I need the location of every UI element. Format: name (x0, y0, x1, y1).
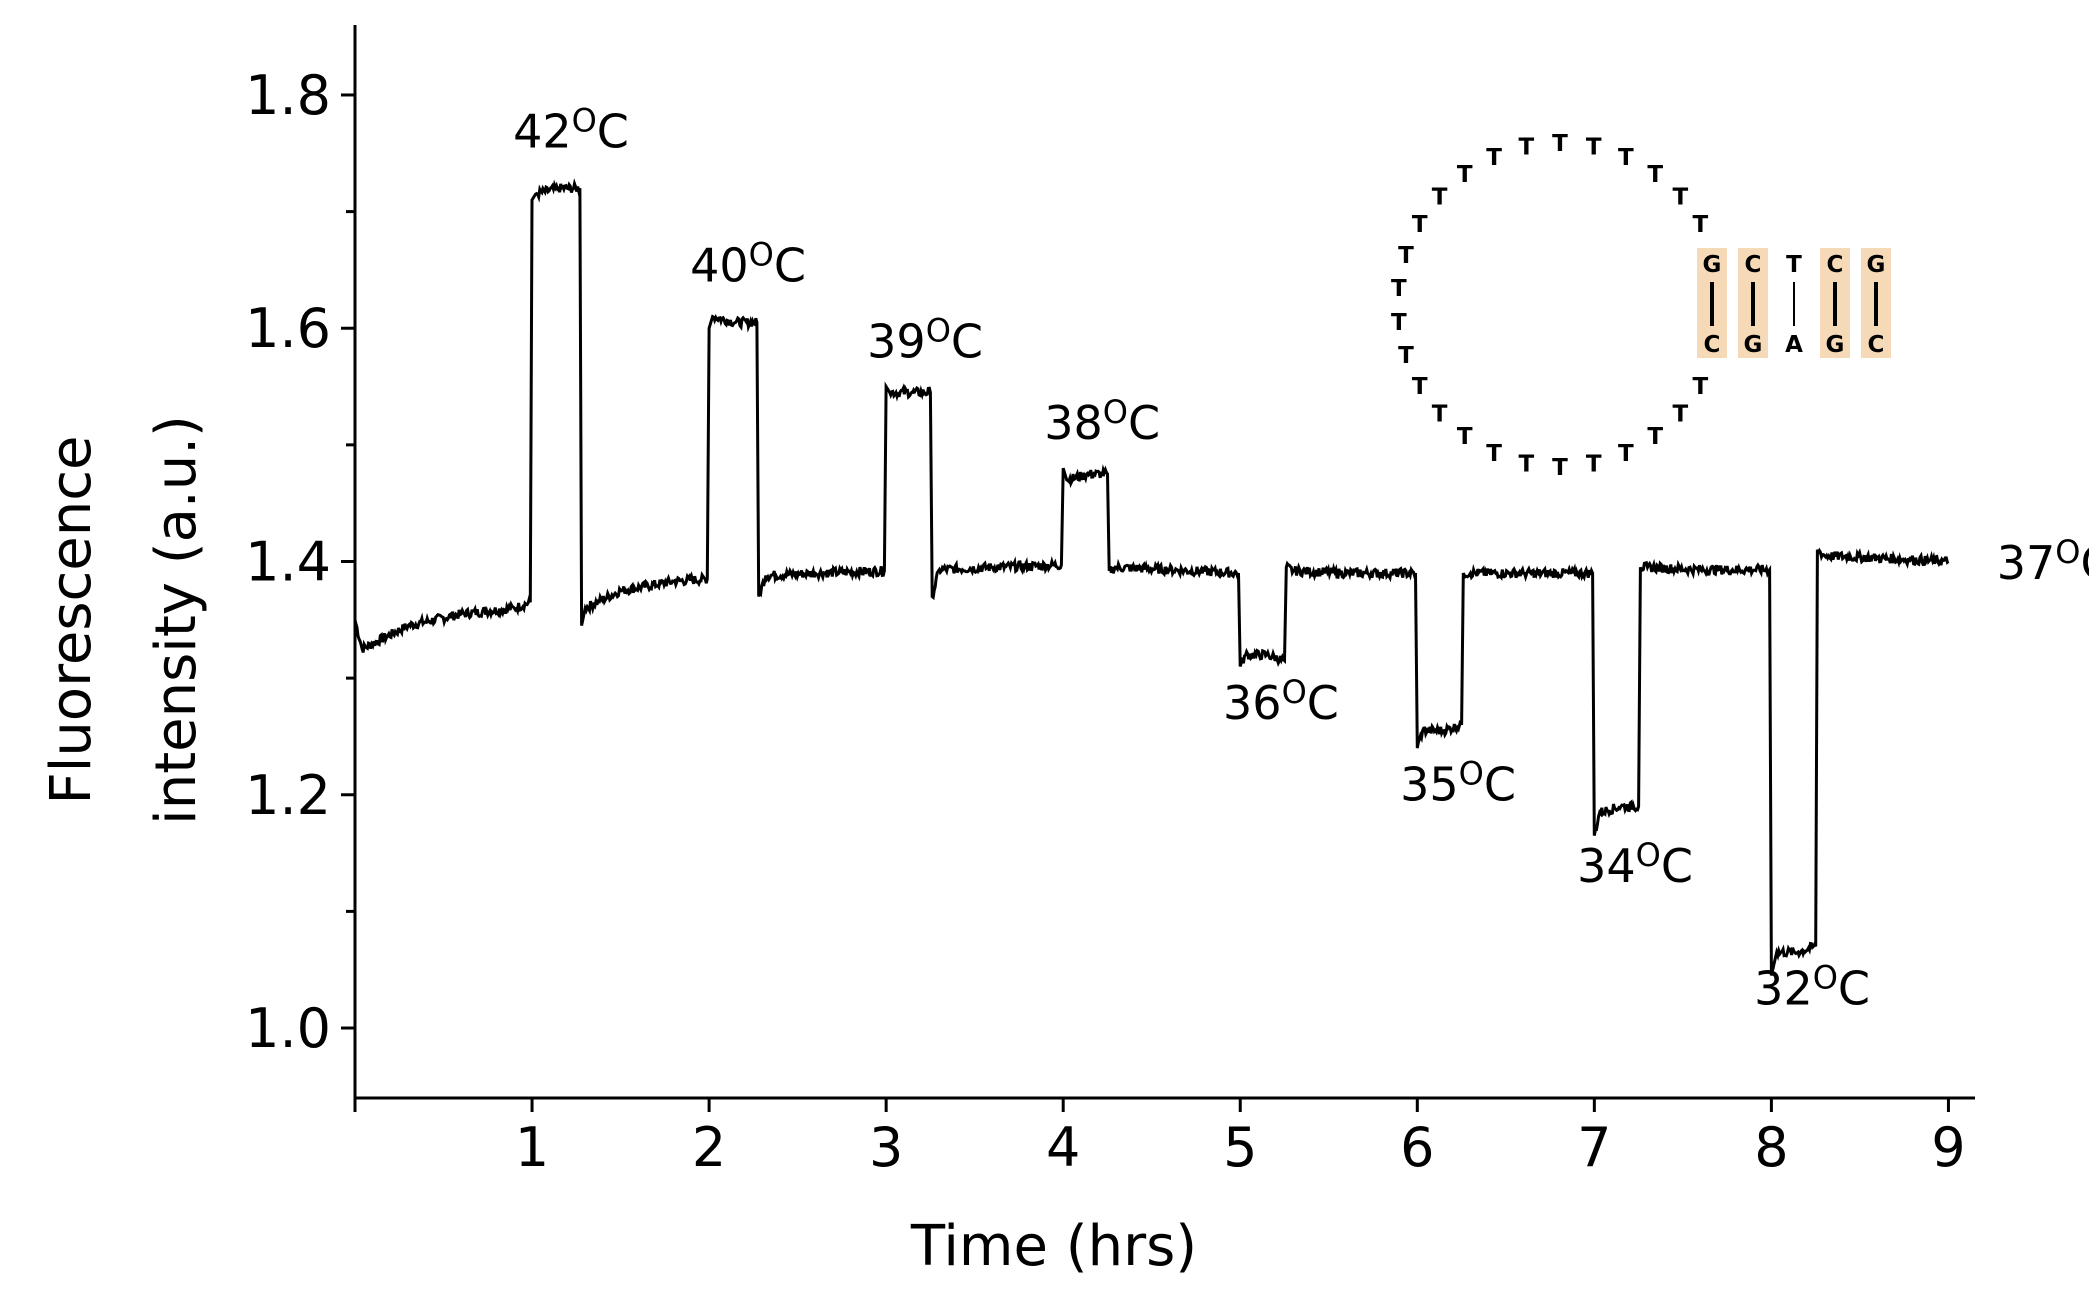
y-axis-title-line1: Fluorescence (39, 436, 104, 805)
loop-base: T (1432, 401, 1448, 427)
y-axis-ticks: 1.0 1.2 1.4 1.6 1.8 (245, 64, 355, 1060)
y-tick-label: 1.4 (245, 531, 331, 594)
stem-base-top: T (1786, 252, 1802, 278)
y-tick-label: 1.6 (245, 297, 331, 360)
x-tick-label: 6 (1400, 1116, 1434, 1179)
x-axis-title: Time (hrs) (910, 1214, 1197, 1279)
loop-base: T (1647, 162, 1663, 188)
loop-base: T (1618, 145, 1634, 171)
y-tick-label: 1.0 (245, 997, 331, 1060)
stem-base-top: C (1745, 252, 1762, 278)
temperature-label: 37OC (1997, 533, 2089, 590)
temperature-label: 42OC (513, 101, 629, 158)
loop-base: T (1518, 135, 1534, 161)
temperature-label: 36OC (1223, 673, 1339, 730)
x-axis-ticks: 1 2 3 4 5 6 7 8 9 (353, 1098, 1966, 1179)
x-tick-label: 3 (869, 1116, 903, 1179)
stem-base-top: C (1827, 252, 1844, 278)
loop-base: T (1673, 185, 1689, 211)
x-tick-label: 7 (1577, 1116, 1611, 1179)
loop-base: T (1486, 441, 1502, 467)
temperature-label: 34OC (1577, 836, 1693, 893)
loop-base: T (1398, 243, 1414, 269)
loop-base: T (1586, 135, 1602, 161)
stem-base-bottom: C (1868, 332, 1885, 358)
loop-base: T (1692, 212, 1708, 238)
loop-base: T (1673, 401, 1689, 427)
y-axis-title: Fluorescence intensity (a.u.) (39, 415, 209, 825)
loop-base: T (1391, 310, 1407, 336)
temperature-annotations: 42OC 40OC 39OC 38OC 36OC 35OC 34OC 32OC 37OC (513, 101, 2089, 1015)
temperature-label: 40OC (690, 236, 806, 293)
loop-base: T (1647, 424, 1663, 450)
stem-base-bottom: G (1826, 332, 1845, 358)
loop-base: T (1432, 185, 1448, 211)
fluorescence-trace (353, 178, 1950, 976)
stem-base-bottom: G (1744, 332, 1763, 358)
loop-base: T (1457, 424, 1473, 450)
stem-base-top: G (1703, 252, 1722, 278)
stem-base-top: G (1867, 252, 1886, 278)
x-tick-label: 4 (1046, 1116, 1080, 1179)
temperature-label: 35OC (1400, 755, 1516, 812)
loop-base: T (1398, 343, 1414, 369)
y-tick-label: 1.8 (245, 64, 331, 127)
loop-base: T (1552, 455, 1568, 481)
loop-base: T (1391, 276, 1407, 302)
temperature-label: 38OC (1044, 393, 1160, 450)
loop-base: T (1457, 162, 1473, 188)
x-tick-label: 1 (515, 1116, 549, 1179)
loop-base: T (1692, 374, 1708, 400)
stem-base-bottom: C (1704, 332, 1721, 358)
x-tick-label: 8 (1754, 1116, 1788, 1179)
loop-base: T (1518, 451, 1534, 477)
x-tick-label: 5 (1223, 1116, 1257, 1179)
loop-base: T (1486, 145, 1502, 171)
loop-base: T (1618, 441, 1634, 467)
loop-base: T (1552, 131, 1568, 157)
x-tick-label: 2 (692, 1116, 726, 1179)
x-tick-label: 9 (1931, 1116, 1965, 1179)
y-tick-label: 1.2 (245, 764, 331, 827)
temperature-label: 39OC (867, 311, 983, 368)
y-axis-title-line2: intensity (a.u.) (144, 415, 209, 825)
axes (353, 25, 1975, 1100)
stem-base-bottom: A (1785, 332, 1803, 358)
loop-base: T (1412, 374, 1428, 400)
loop-base: T (1586, 451, 1602, 477)
temperature-label: 32OC (1754, 959, 1870, 1016)
loop-base: T (1412, 212, 1428, 238)
